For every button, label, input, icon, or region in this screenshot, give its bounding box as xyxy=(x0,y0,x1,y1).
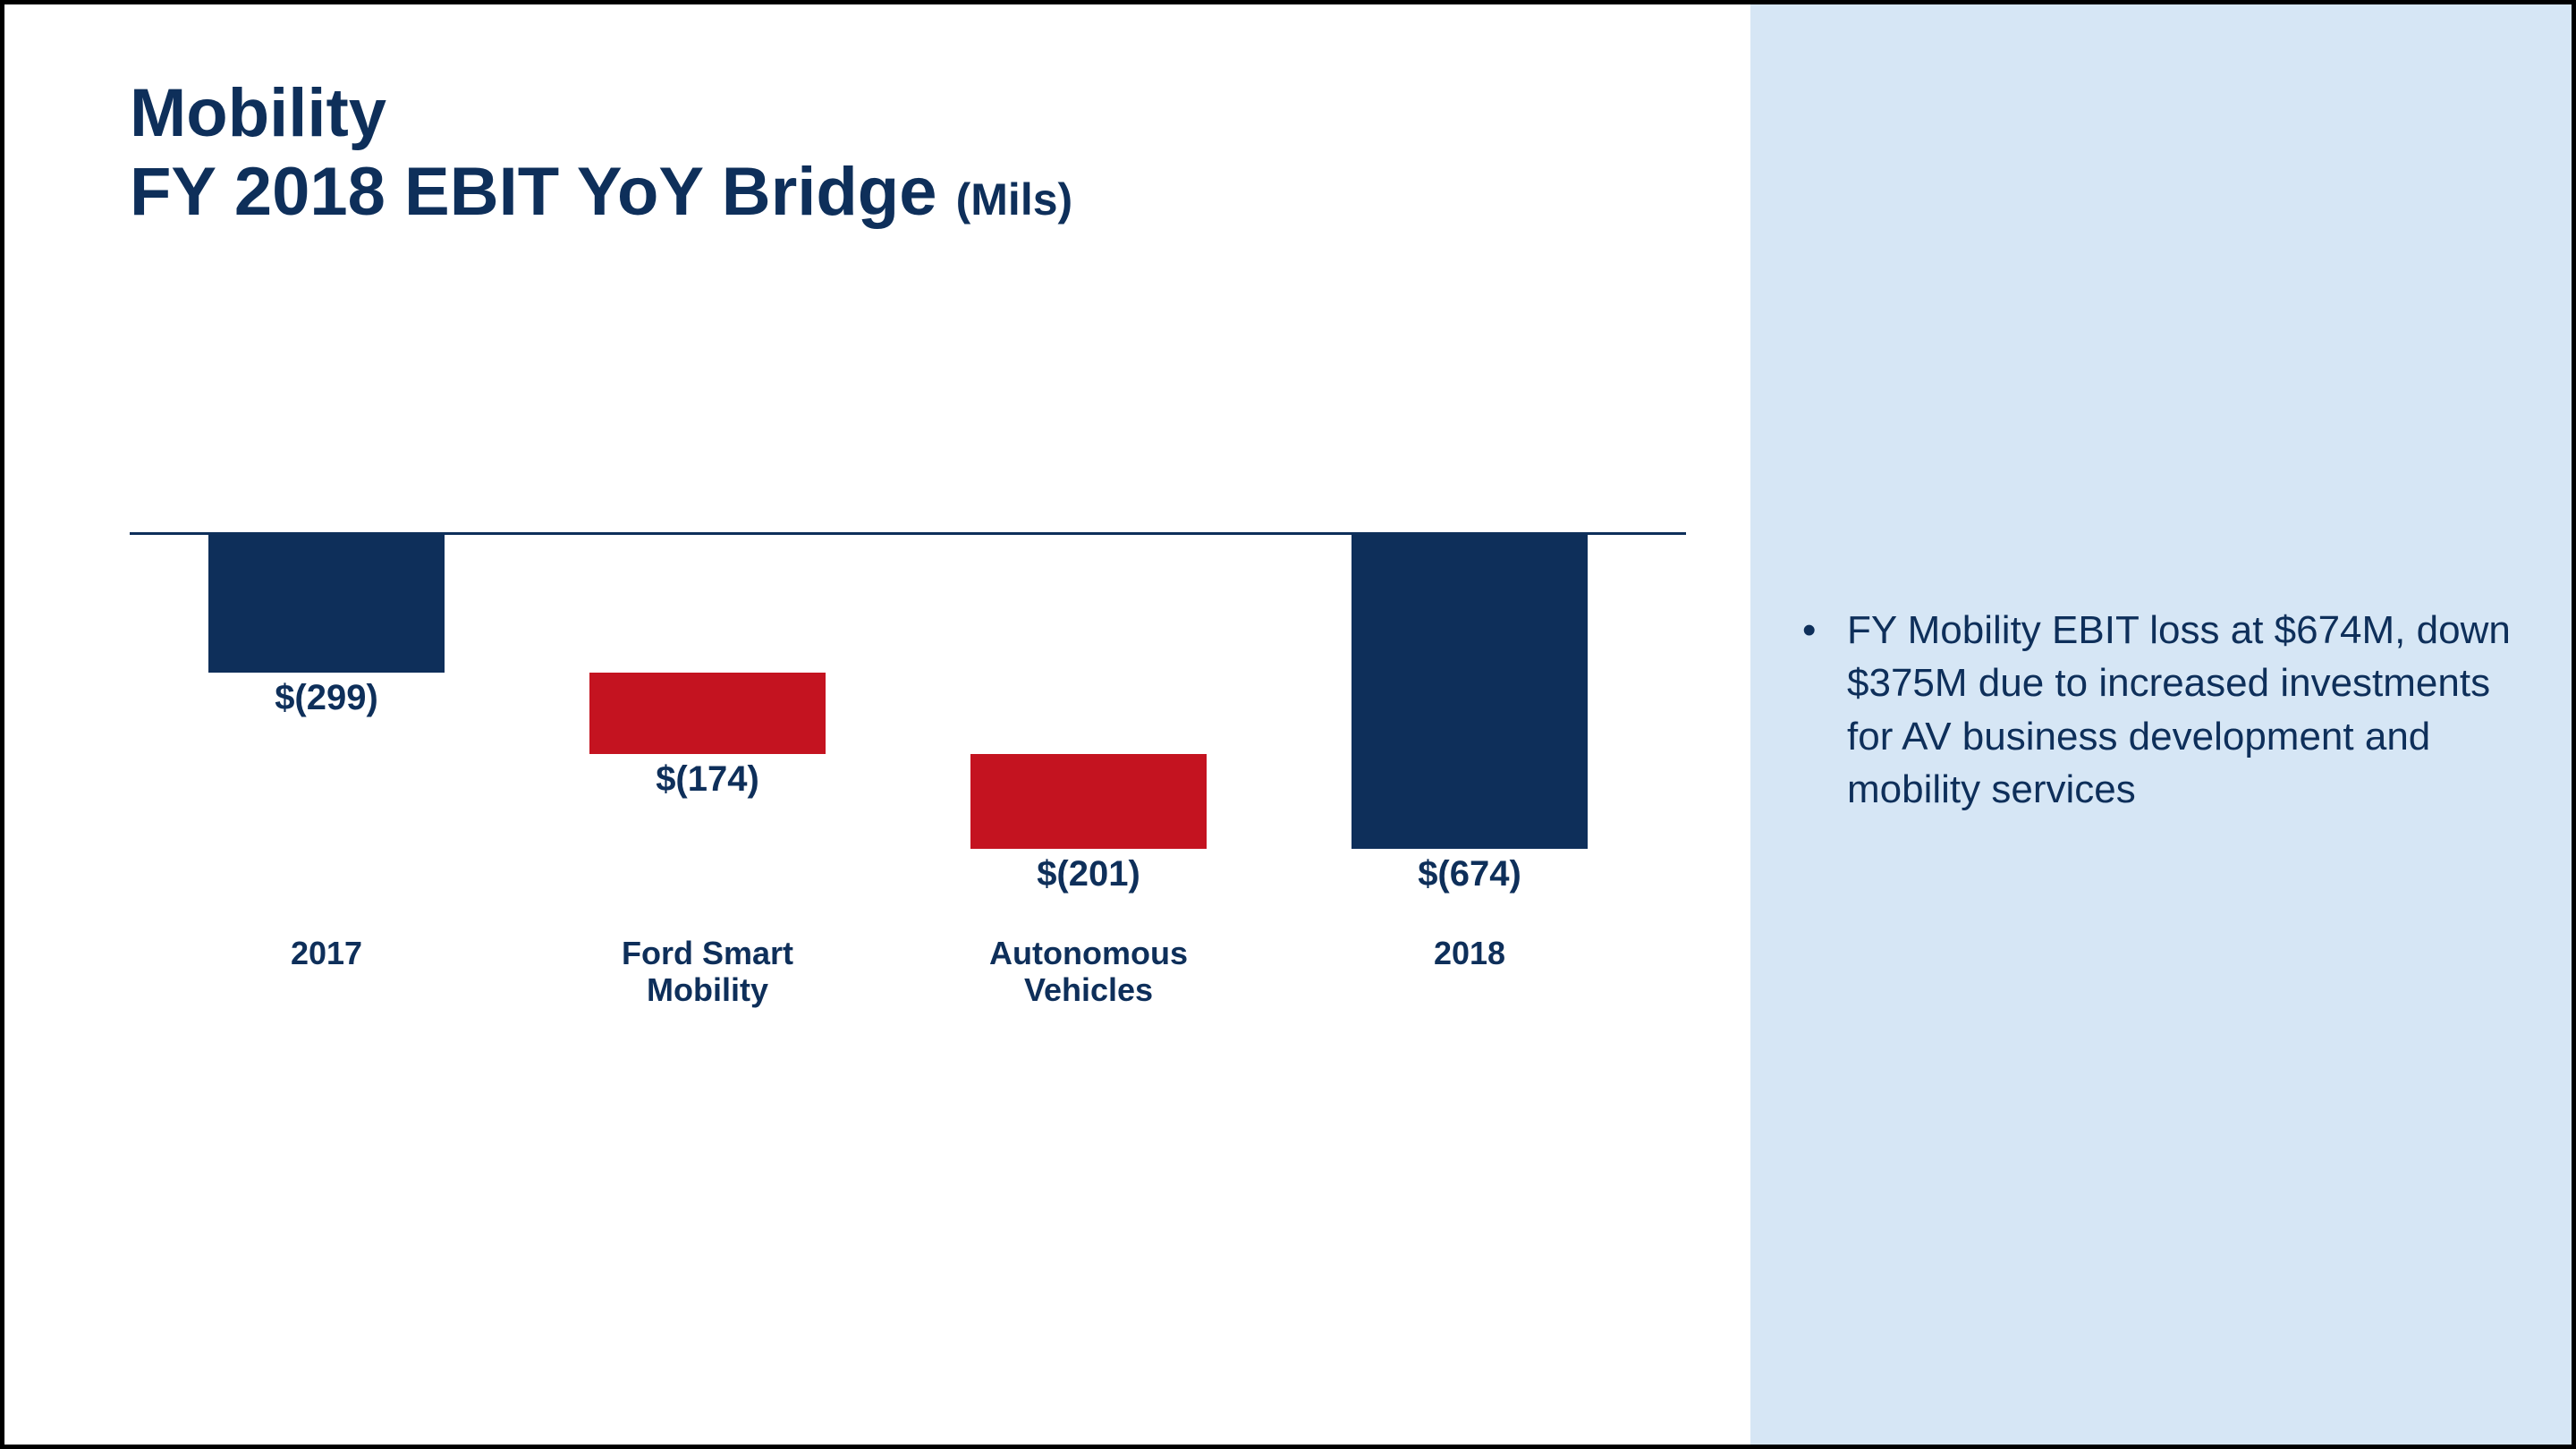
bar-value-label: $(201) xyxy=(970,849,1207,894)
category-label: 2018 xyxy=(1291,935,1648,971)
bar-endpoint: $(674) xyxy=(1352,532,1588,849)
bar-endpoint: $(299) xyxy=(208,532,445,673)
bar-value-label: $(174) xyxy=(589,754,826,800)
bar-value-label: $(299) xyxy=(208,673,445,718)
category-label: Ford SmartMobility xyxy=(529,935,886,1009)
bullet-item: •FY Mobility EBIT loss at $674M, down $3… xyxy=(1802,604,2518,817)
bullet-list: •FY Mobility EBIT loss at $674M, down $3… xyxy=(1802,604,2518,817)
slide: Mobility FY 2018 EBIT YoY Bridge (Mils) … xyxy=(0,0,2576,1449)
commentary: •FY Mobility EBIT loss at $674M, down $3… xyxy=(1802,604,2518,817)
bar-delta: $(201) xyxy=(970,754,1207,849)
bar-value-label: $(674) xyxy=(1352,849,1588,894)
waterfall-chart: $(299) 2017 $(174) Ford SmartMobility $(201)… xyxy=(130,4,1686,1449)
bullet-dot-icon: • xyxy=(1802,604,1847,817)
bullet-text: FY Mobility EBIT loss at $674M, down $37… xyxy=(1847,604,2518,817)
category-label: 2017 xyxy=(148,935,505,971)
category-label: AutonomousVehicles xyxy=(910,935,1267,1009)
bar-delta: $(174) xyxy=(589,673,826,754)
